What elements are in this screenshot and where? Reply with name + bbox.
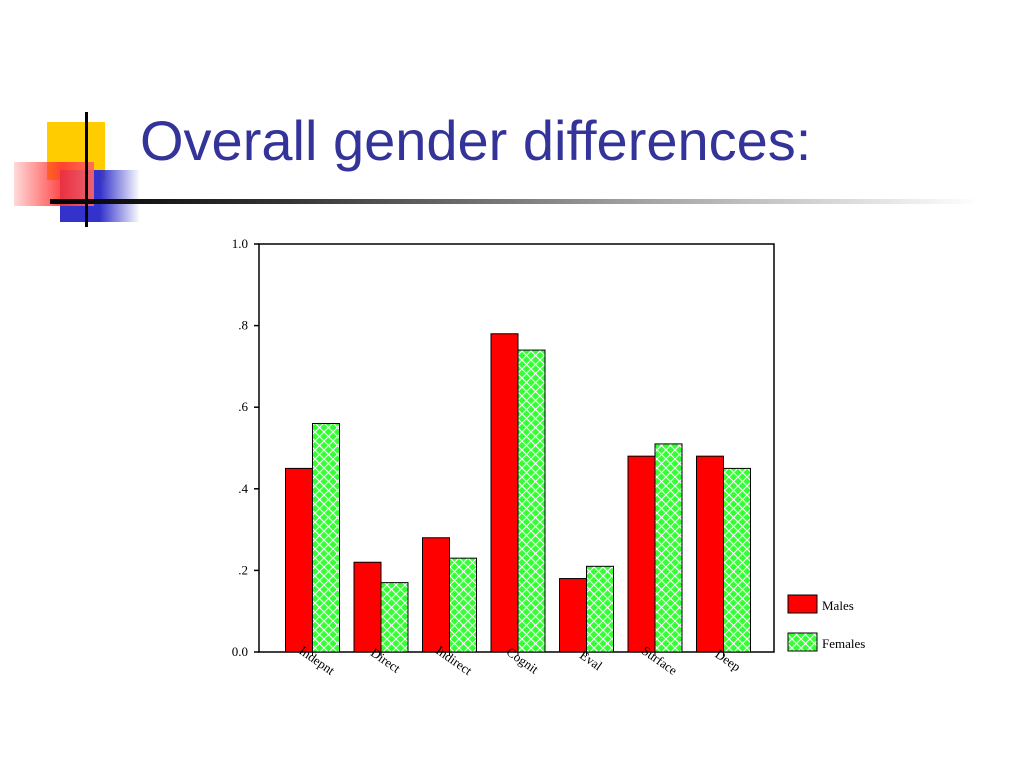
legend-swatch-females [787,632,818,652]
title-underline [50,199,980,204]
bar-males [559,578,587,653]
bar-females [586,565,614,653]
bar-females [449,557,477,653]
bar-females [312,423,340,653]
y-tick-label: .4 [238,481,248,496]
slide-title: Overall gender differences: [140,109,812,172]
bar-females [517,349,546,653]
bar-males [627,455,656,653]
bar-females [654,443,683,653]
legend-label-males: Males [822,598,854,613]
y-tick-label: .2 [238,562,248,577]
bar-males [422,537,450,653]
y-tick-label: .8 [238,318,248,333]
bar-females [380,582,409,653]
bar-males [490,333,519,653]
legend-swatch-males [787,594,818,614]
legend-label-females: Females [822,636,865,651]
y-tick-label: 0.0 [232,644,248,659]
bar-males [696,455,724,653]
deco-vertical-line [85,112,88,227]
y-tick-label: .6 [238,399,248,414]
bar-males [353,561,382,653]
y-axis: 0.0 .2 .4 .6 .8 1.0 [232,236,259,659]
bar-females [723,467,751,653]
deco-red-square [14,162,94,206]
bars [285,333,751,653]
legend: Males Females [787,594,865,652]
bar-males [285,467,313,653]
y-tick-label: 1.0 [232,236,248,251]
